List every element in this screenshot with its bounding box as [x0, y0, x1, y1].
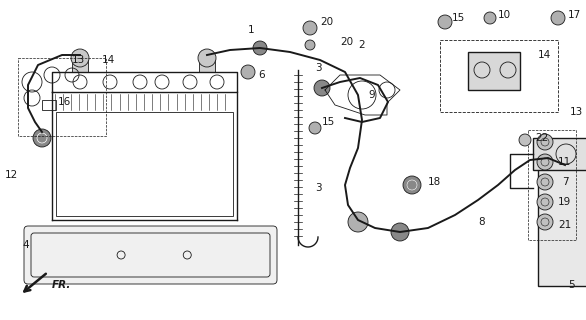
Text: 19: 19: [558, 197, 571, 207]
Circle shape: [303, 21, 317, 35]
Text: 15: 15: [322, 117, 335, 127]
Text: FR.: FR.: [52, 280, 71, 290]
Circle shape: [438, 15, 452, 29]
Text: 14: 14: [102, 55, 115, 65]
Circle shape: [253, 41, 267, 55]
Text: 9: 9: [368, 90, 374, 100]
Bar: [538, 166, 586, 286]
Text: 13: 13: [72, 55, 85, 65]
Text: 22: 22: [535, 133, 548, 143]
Text: 12: 12: [5, 170, 18, 180]
Bar: [72, 58, 88, 72]
Bar: [42, 100, 56, 110]
Text: 3: 3: [315, 183, 322, 193]
Circle shape: [537, 154, 553, 170]
Bar: [199, 58, 215, 72]
Bar: [56, 112, 233, 216]
Text: 15: 15: [452, 13, 465, 23]
Text: 18: 18: [428, 177, 441, 187]
FancyBboxPatch shape: [24, 226, 277, 284]
Text: 20: 20: [320, 17, 333, 27]
Bar: [468, 52, 520, 90]
Text: 1: 1: [248, 25, 255, 35]
Text: 6: 6: [258, 70, 265, 80]
Circle shape: [537, 174, 553, 190]
Text: 7: 7: [562, 177, 568, 187]
Text: 3: 3: [315, 63, 322, 73]
Text: 5: 5: [568, 280, 575, 290]
Text: 2: 2: [358, 40, 364, 50]
Circle shape: [71, 49, 89, 67]
Circle shape: [305, 40, 315, 50]
Circle shape: [391, 223, 409, 241]
Bar: [533, 138, 586, 170]
Circle shape: [551, 11, 565, 25]
Circle shape: [537, 214, 553, 230]
Circle shape: [519, 134, 531, 146]
Circle shape: [484, 12, 496, 24]
Circle shape: [314, 80, 330, 96]
Text: 4: 4: [22, 240, 29, 250]
Text: 14: 14: [538, 50, 551, 60]
Text: 10: 10: [498, 10, 511, 20]
Circle shape: [348, 212, 368, 232]
Circle shape: [198, 49, 216, 67]
Text: 17: 17: [568, 10, 581, 20]
Bar: [440, 40, 558, 112]
Text: 21: 21: [558, 220, 571, 230]
Circle shape: [537, 134, 553, 150]
Circle shape: [537, 194, 553, 210]
Bar: [18, 58, 106, 136]
Bar: [528, 130, 576, 240]
Text: 13: 13: [570, 107, 583, 117]
Circle shape: [309, 122, 321, 134]
Text: 16: 16: [58, 97, 71, 107]
Text: 20: 20: [340, 37, 353, 47]
Text: 11: 11: [558, 157, 571, 167]
Circle shape: [33, 129, 51, 147]
Text: 8: 8: [478, 217, 485, 227]
Circle shape: [403, 176, 421, 194]
Circle shape: [241, 65, 255, 79]
